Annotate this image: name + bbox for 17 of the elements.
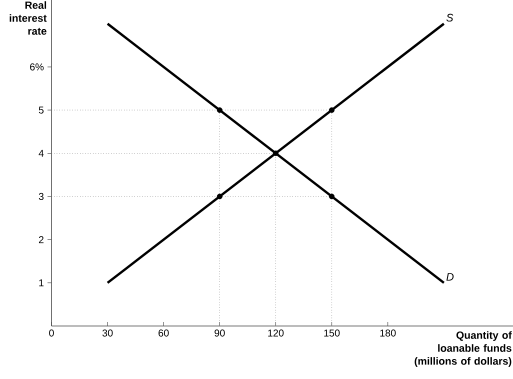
x-tick-label: 60 (158, 330, 169, 337)
x-tick-label: 180 (380, 330, 396, 337)
x-tick-label: 150 (324, 330, 340, 337)
y-axis-title: Real interest rate (10, 1, 47, 35)
y-tick-label: 5 (38, 106, 44, 114)
x-axis-title: Quantity of loanable funds (millions of dollars) (414, 331, 512, 367)
x-tick-label: 30 (102, 330, 113, 337)
series-label: S (446, 14, 454, 22)
y-tick-label: 3 (38, 192, 44, 200)
y-tick-label: 1 (39, 279, 44, 286)
y-tick-label: 2 (38, 236, 44, 244)
y-tick-label: 6% (30, 63, 44, 70)
series-label: D (446, 273, 454, 281)
x-tick-label: 0 (49, 330, 54, 337)
x-tick-label: 90 (214, 330, 225, 337)
x-tick-label: 120 (268, 330, 284, 337)
y-tick-label: 4 (38, 150, 44, 157)
